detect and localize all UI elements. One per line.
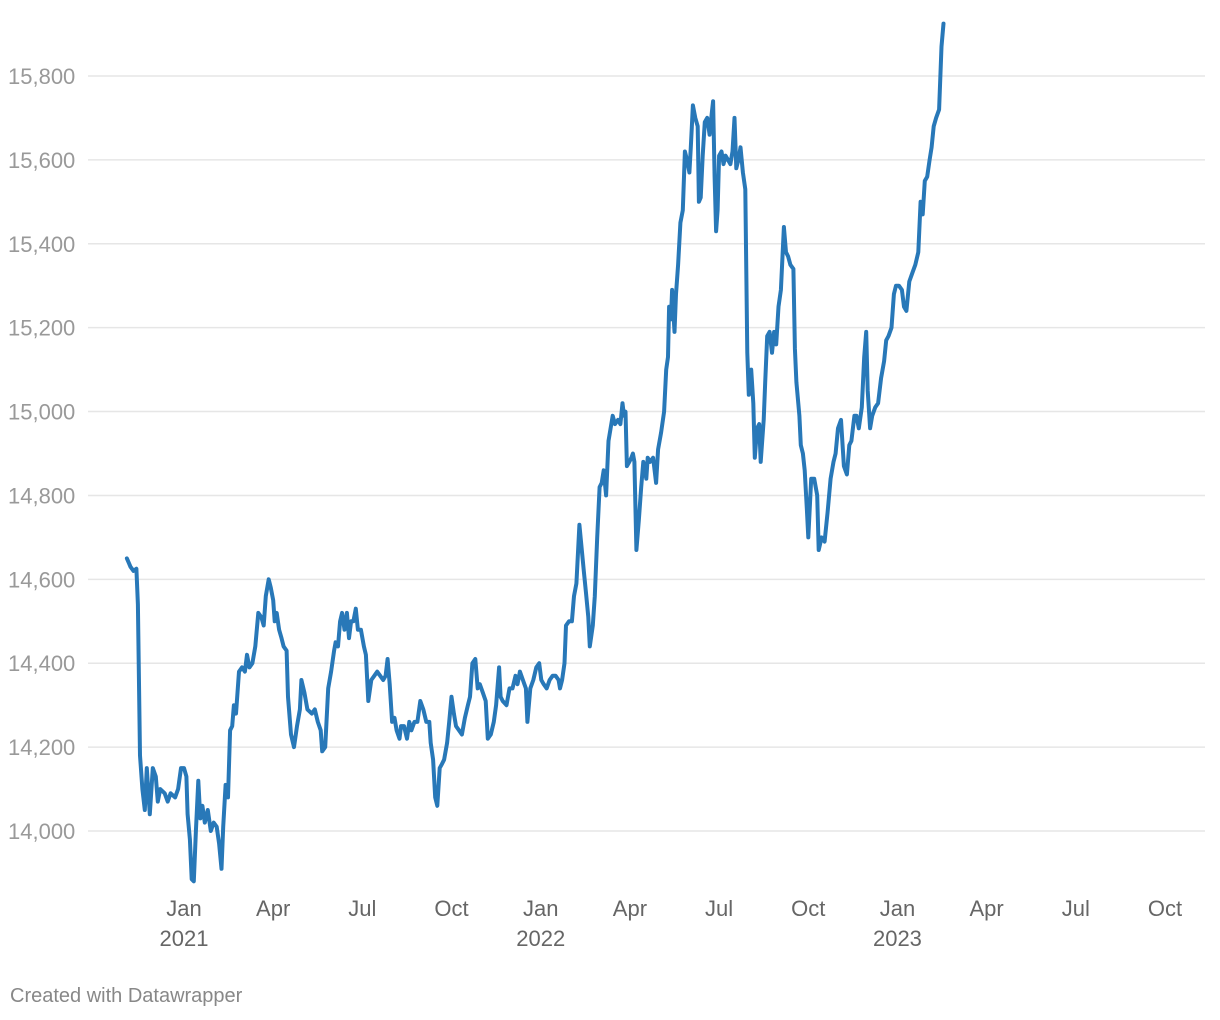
x-axis-ticks: Jan 2021 Apr Jul Oct Jan 2022 Apr Jul Oct Jan 2023 A… xyxy=(160,896,1183,951)
y-tick-label: 15,600 xyxy=(8,148,75,173)
series-layer xyxy=(124,21,946,884)
series-line xyxy=(124,21,946,884)
x-tick-label: Jul xyxy=(705,896,733,921)
line-chart: 14,000 14,200 14,400 14,600 14,800 15,000 15,2… xyxy=(8,21,1205,951)
x-tick-label: Apr xyxy=(256,896,290,921)
chart-svg: 14,000 14,200 14,400 14,600 14,800 15,000 15,2… xyxy=(8,21,1205,951)
x-tick-label: Oct xyxy=(791,896,825,921)
x-tick-year-label: 2023 xyxy=(873,926,922,951)
x-tick-label: Apr xyxy=(613,896,647,921)
y-tick-label: 14,600 xyxy=(8,567,75,592)
y-tick-label: 14,400 xyxy=(8,651,75,676)
x-tick-label: Jan xyxy=(523,896,558,921)
y-tick-label: 15,800 xyxy=(8,64,75,89)
x-tick-label: Jul xyxy=(348,896,376,921)
y-tick-label: 14,200 xyxy=(8,735,75,760)
x-tick-year-label: 2022 xyxy=(516,926,565,951)
x-tick-label: Jul xyxy=(1062,896,1090,921)
y-tick-label: 14,000 xyxy=(8,819,75,844)
gridlines xyxy=(88,75,1205,832)
x-tick-label: Jan xyxy=(166,896,201,921)
y-tick-label: 14,800 xyxy=(8,483,75,508)
x-tick-label: Oct xyxy=(1148,896,1182,921)
x-tick-year-label: 2021 xyxy=(160,926,209,951)
y-axis-ticks: 14,000 14,200 14,400 14,600 14,800 15,000 15,2… xyxy=(8,64,75,844)
x-tick-label: Apr xyxy=(970,896,1004,921)
credit-text: Created with Datawrapper xyxy=(10,985,243,1007)
x-tick-label: Oct xyxy=(434,896,468,921)
y-tick-label: 15,000 xyxy=(8,400,75,425)
y-tick-label: 15,200 xyxy=(8,316,75,341)
x-tick-label: Jan xyxy=(880,896,915,921)
y-tick-label: 15,400 xyxy=(8,232,75,257)
